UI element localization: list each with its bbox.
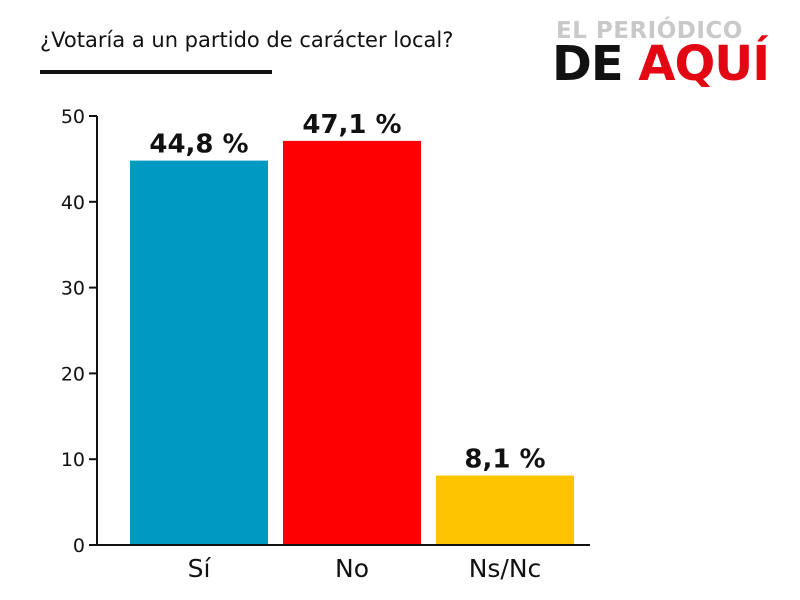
y-tick-label-2: 20	[61, 363, 85, 385]
bar-0	[130, 160, 268, 545]
y-tick-label-3: 30	[61, 278, 85, 300]
bar-2	[436, 475, 574, 545]
y-tick-label-0: 0	[73, 535, 85, 557]
y-tick-label-4: 40	[61, 192, 85, 214]
chart-title: ¿Votaría a un partido de carácter local?	[40, 28, 454, 52]
data-label-2: 8,1 %	[464, 445, 545, 475]
logo-line1: EL PERIÓDICO	[556, 18, 743, 44]
y-tick-label-5: 50	[61, 106, 85, 128]
logo-aqui: AQUÍ	[638, 36, 770, 92]
brand-logo: EL PERIÓDICO DE AQUÍ	[552, 18, 788, 92]
x-tick-label-2: Ns/Nc	[469, 554, 542, 583]
logo-line2: DE AQUÍ	[552, 40, 770, 88]
bar-1	[283, 140, 421, 545]
y-tick-label-1: 10	[61, 449, 85, 471]
data-label-1: 47,1 %	[302, 110, 401, 140]
data-label-0: 44,8 %	[149, 130, 248, 160]
title-underline	[40, 70, 272, 74]
x-tick-label-0: Sí	[188, 554, 212, 583]
logo-de: DE	[552, 36, 639, 92]
x-tick-label-1: No	[335, 554, 369, 583]
